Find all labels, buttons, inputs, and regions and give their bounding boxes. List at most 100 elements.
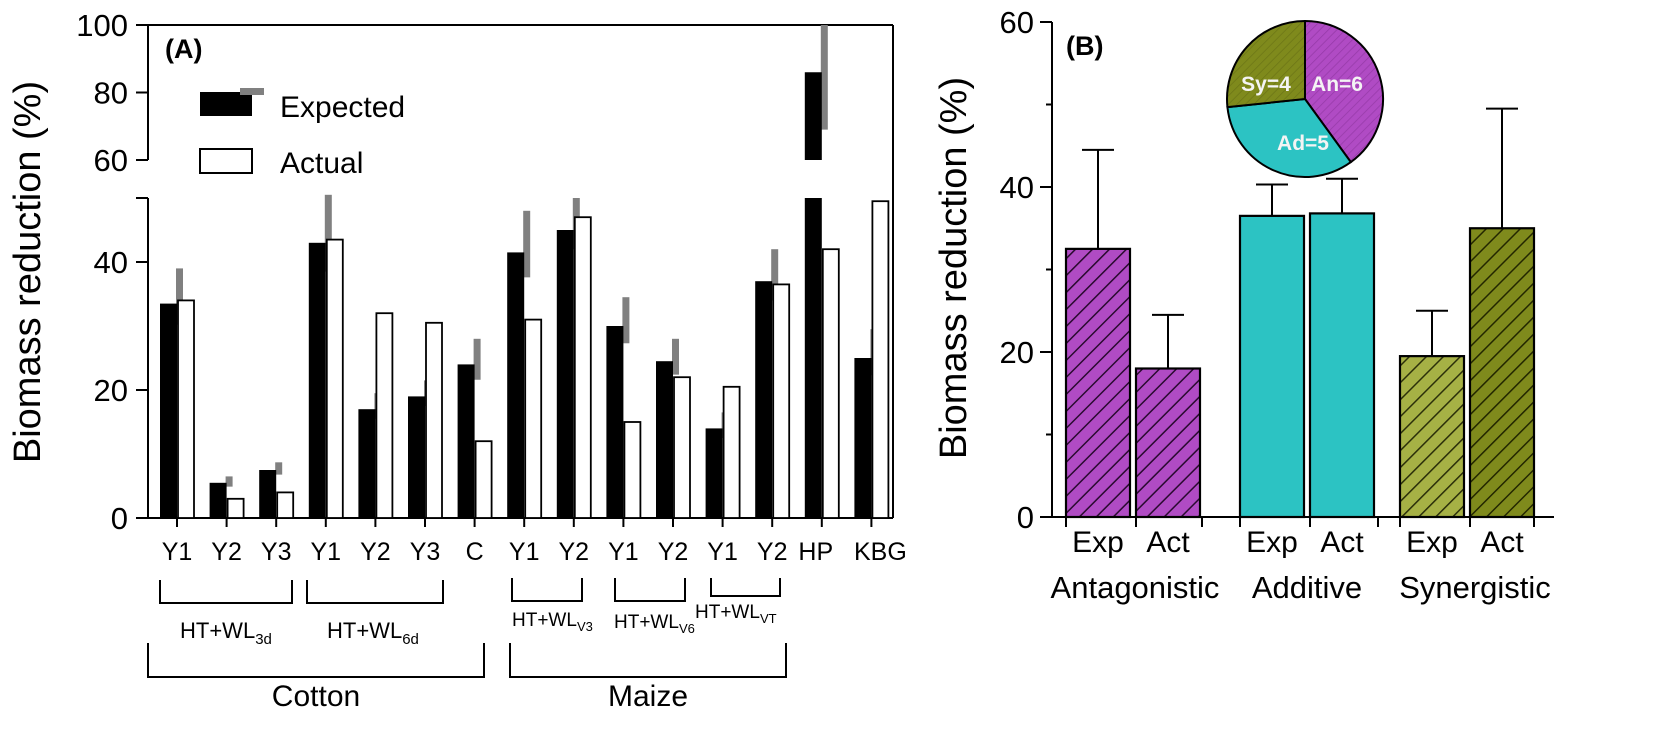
bar-expected: [606, 326, 624, 518]
bar-actual: [871, 200, 890, 519]
legend-actual-label: Actual: [280, 147, 363, 180]
bracket-g1: [159, 580, 293, 604]
panel-a-y-tick-label: 80: [94, 76, 128, 111]
pie-slice-label: Ad=5: [1277, 132, 1329, 155]
panel-a-x-tick-label: Y1: [509, 538, 540, 566]
panel-a-x-tick-label: HP: [798, 538, 833, 566]
panel-a-y-tick-label: 100: [76, 8, 128, 43]
panel-b-bar: [1398, 355, 1466, 519]
error-bar-expected: [523, 210, 531, 278]
bracket-g2: [306, 580, 444, 604]
panel-b-bar: [1134, 367, 1202, 519]
bar-actual: [177, 299, 195, 519]
bar-actual: [772, 283, 791, 519]
panel-b-x-tick-label: Act: [1320, 526, 1364, 559]
panel-b-y-tick-label: 20: [1000, 335, 1034, 370]
bar-expected: [804, 72, 822, 160]
bar-actual: [276, 491, 295, 519]
panel-b-bar: [1468, 227, 1536, 519]
panel-b-ylabel: Biomass reduction (%): [933, 77, 975, 459]
panel-b-y-tick-label: 60: [1000, 5, 1034, 40]
legend: Expected Actual: [199, 88, 405, 180]
bar-actual: [673, 376, 691, 519]
bar-actual: [623, 421, 642, 519]
panel-a-x-tick-label: Y3: [410, 538, 441, 566]
panel-b-x-tick-label: Exp: [1406, 526, 1458, 559]
bar-actual: [722, 385, 741, 519]
panel-b-bar: [1064, 247, 1132, 519]
legend-expected-error-swatch: [240, 88, 264, 95]
bar-actual: [474, 440, 493, 519]
panel-b-label: (B): [1066, 31, 1103, 61]
error-bar-expected: [622, 297, 630, 344]
error-bar-expected: [820, 25, 828, 130]
bar-expected: [408, 396, 425, 518]
panel-a-x-tick-label: Y1: [162, 538, 193, 566]
legend-expected-label: Expected: [280, 91, 405, 124]
bar-expected: [160, 303, 177, 518]
panel-a: Biomass reduction (%) (A) 0 20 40 60 80 100 Y…: [7, 8, 907, 713]
bar-expected: [556, 230, 574, 518]
panel-b-error-bars: [1082, 107, 1518, 369]
panel-b-x-tick-label: Exp: [1072, 526, 1124, 559]
panel-b-bar: [1238, 214, 1306, 519]
bar-expected: [804, 198, 822, 518]
panel-a-x-tick-label: Y1: [707, 538, 738, 566]
panel-a-bars: [160, 72, 890, 519]
panel-a-x-ticks: Y1 Y2 Y3 Y1 Y2 Y3 C Y1 Y2 Y1 Y2 Y1 Y2 HP KBG: [162, 518, 907, 566]
group-label-g1: HT+WL3d: [180, 618, 272, 648]
error-bar-expected: [771, 249, 779, 301]
legend-actual-swatch: [199, 148, 253, 174]
pie-slice-label: An=6: [1311, 73, 1363, 96]
panel-b-group-label: Antagonistic: [1051, 570, 1220, 605]
group-brackets: [147, 578, 787, 678]
panel-a-ylabel: Biomass reduction (%): [7, 81, 49, 463]
bar-actual: [573, 216, 592, 519]
panel-a-x-tick-label: Y1: [608, 538, 639, 566]
panel-a-y-tick-label: 20: [94, 373, 128, 408]
panel-b-x-ticks: Exp Act Exp Act Exp Act Antagonistic Additive Sy…: [1051, 517, 1551, 605]
panel-a-x-tick-label: Y2: [559, 538, 590, 566]
pie-slice: [1226, 19, 1306, 109]
bar-expected: [656, 361, 673, 518]
panel-b: Biomass reduction (%) (B) 0 20 40 60 Exp Act…: [933, 5, 1554, 605]
bar-expected: [507, 252, 525, 518]
bracket-maize: [509, 643, 787, 678]
bar-expected: [308, 242, 326, 519]
panel-b-y-tick-label: 40: [1000, 170, 1034, 205]
bracket-g4: [614, 578, 686, 602]
bar-expected: [457, 364, 475, 518]
panel-a-y-tick-label: 60: [94, 143, 128, 178]
panel-b-bars: [1064, 212, 1536, 519]
panel-a-x-tick-label: Y2: [360, 538, 391, 566]
bar-actual: [821, 248, 840, 519]
group-label-g4: HT+WLV6: [614, 612, 695, 636]
panel-a-label: (A): [165, 34, 202, 64]
panel-a-x-tick-label: Y2: [211, 538, 242, 566]
bar-expected: [358, 409, 376, 518]
bar-actual: [524, 318, 543, 519]
panel-a-y-tick-label: 40: [94, 245, 128, 280]
panel-b-x-tick-label: Act: [1480, 526, 1524, 559]
bracket-g3: [511, 578, 583, 602]
bar-expected: [755, 281, 773, 518]
category-pie: An=6 Ad=5 Sy=4: [1226, 19, 1384, 178]
bar-expected: [259, 470, 277, 518]
crop-label-cotton: Cotton: [272, 680, 360, 713]
bar-expected: [209, 482, 227, 518]
panel-a-x-tick-label: C: [466, 538, 484, 566]
bar-actual: [226, 497, 245, 519]
panel-b-x-tick-label: Exp: [1246, 526, 1298, 559]
panel-a-y-tick-label: 0: [111, 501, 128, 536]
error-bar-expected: [275, 462, 283, 475]
panel-a-x-tick-label: Y3: [261, 538, 292, 566]
error-bar-expected: [473, 338, 481, 380]
panel-b-group-label: Synergistic: [1399, 570, 1551, 605]
bar-actual: [425, 321, 443, 519]
bar-expected: [705, 428, 723, 518]
error-bar-expected: [225, 476, 233, 487]
bar-actual: [325, 238, 344, 519]
panel-a-x-tick-label: KBG: [854, 538, 907, 566]
